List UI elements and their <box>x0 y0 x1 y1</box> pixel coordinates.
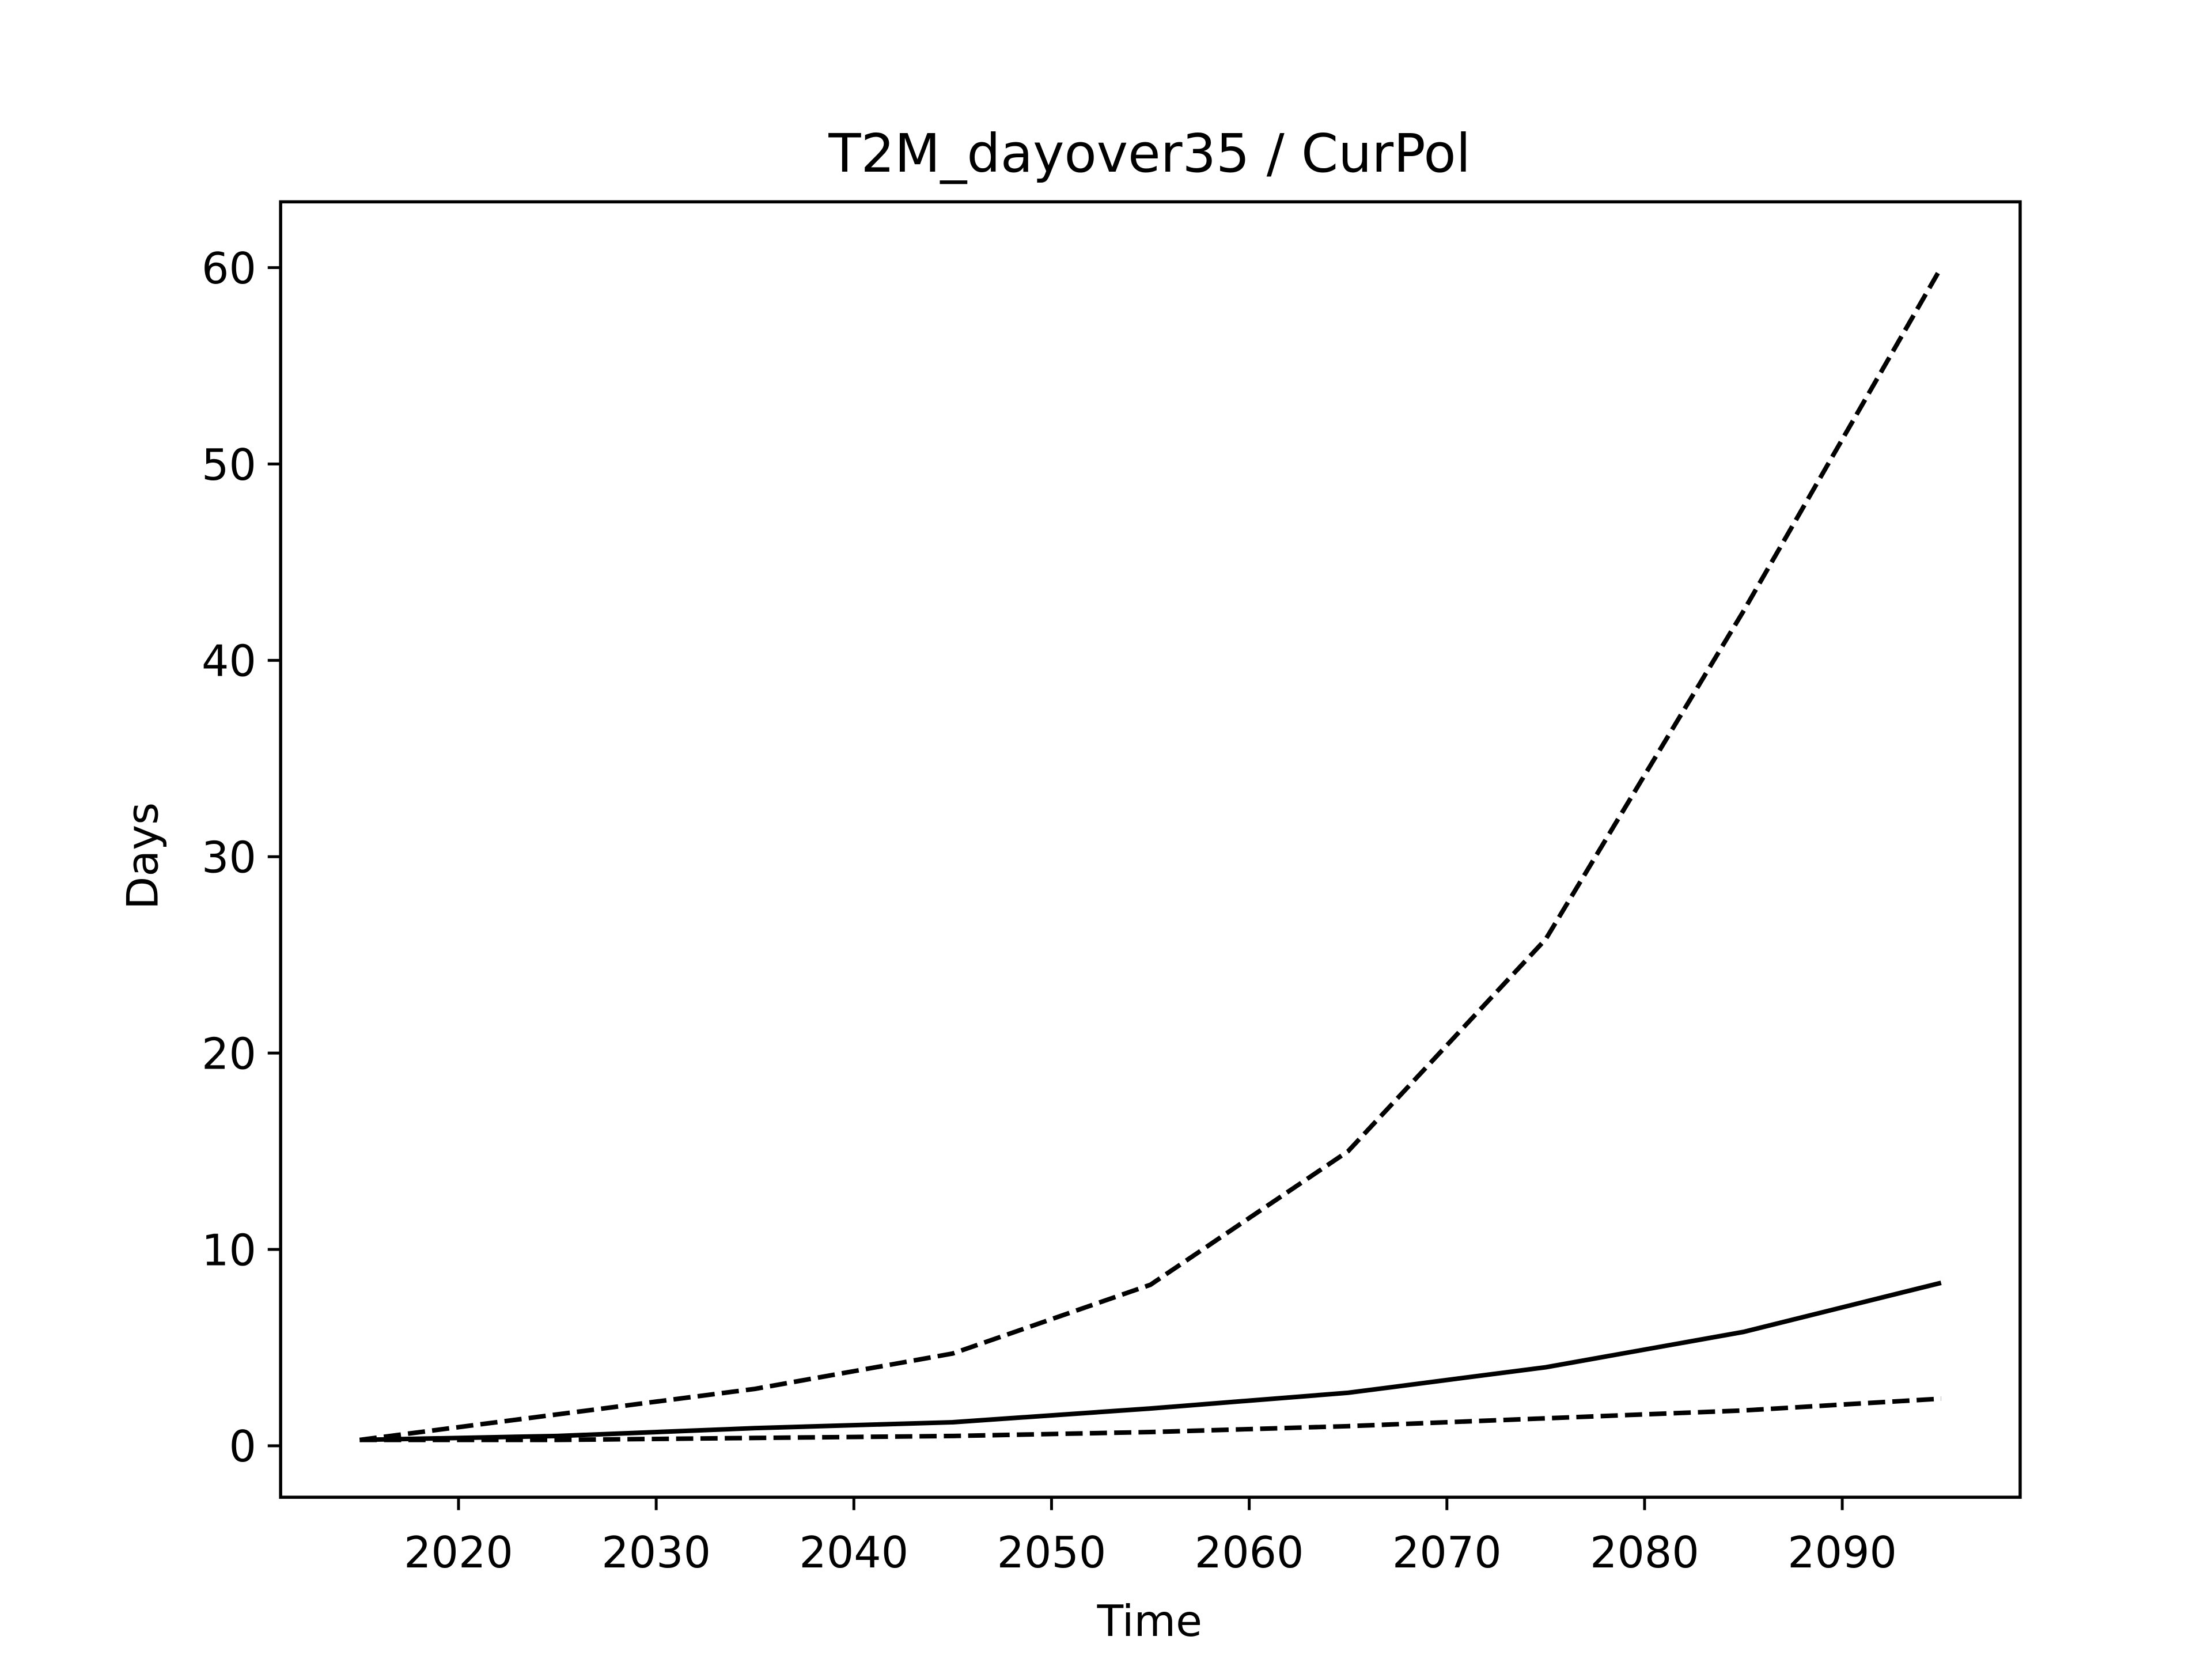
x-axis-label: Time <box>1097 1596 1202 1646</box>
y-tick-label: 0 <box>229 1422 256 1472</box>
x-tick-label: 2050 <box>997 1528 1107 1578</box>
y-tick-label: 30 <box>202 833 256 883</box>
y-tick-label: 50 <box>202 440 256 490</box>
y-tick-label: 40 <box>202 637 256 687</box>
x-tick-label: 2090 <box>1787 1528 1897 1578</box>
x-tick-label: 2080 <box>1590 1528 1699 1578</box>
plot-area: 2020 2030 2040 2050 2060 2070 2080 209001020304… <box>202 244 1944 1578</box>
line-series <box>359 266 1944 1442</box>
axes-frame <box>279 200 2022 1499</box>
y-tick-label: 20 <box>202 1029 256 1079</box>
chart-title: T2M_dayover35 / CurPol <box>828 123 1471 184</box>
y-tick-label: 10 <box>202 1225 256 1275</box>
line-series <box>359 1396 1941 1442</box>
x-tick-label: 2070 <box>1392 1528 1502 1578</box>
x-tick-label: 2060 <box>1195 1528 1304 1578</box>
x-tick-label: 2040 <box>799 1528 908 1578</box>
line-series <box>359 1281 1942 1442</box>
x-tick-label: 2030 <box>601 1528 711 1578</box>
y-axis-label: Days <box>118 802 168 910</box>
x-tick-label: 2020 <box>404 1528 513 1578</box>
y-tick-label: 60 <box>202 244 256 294</box>
